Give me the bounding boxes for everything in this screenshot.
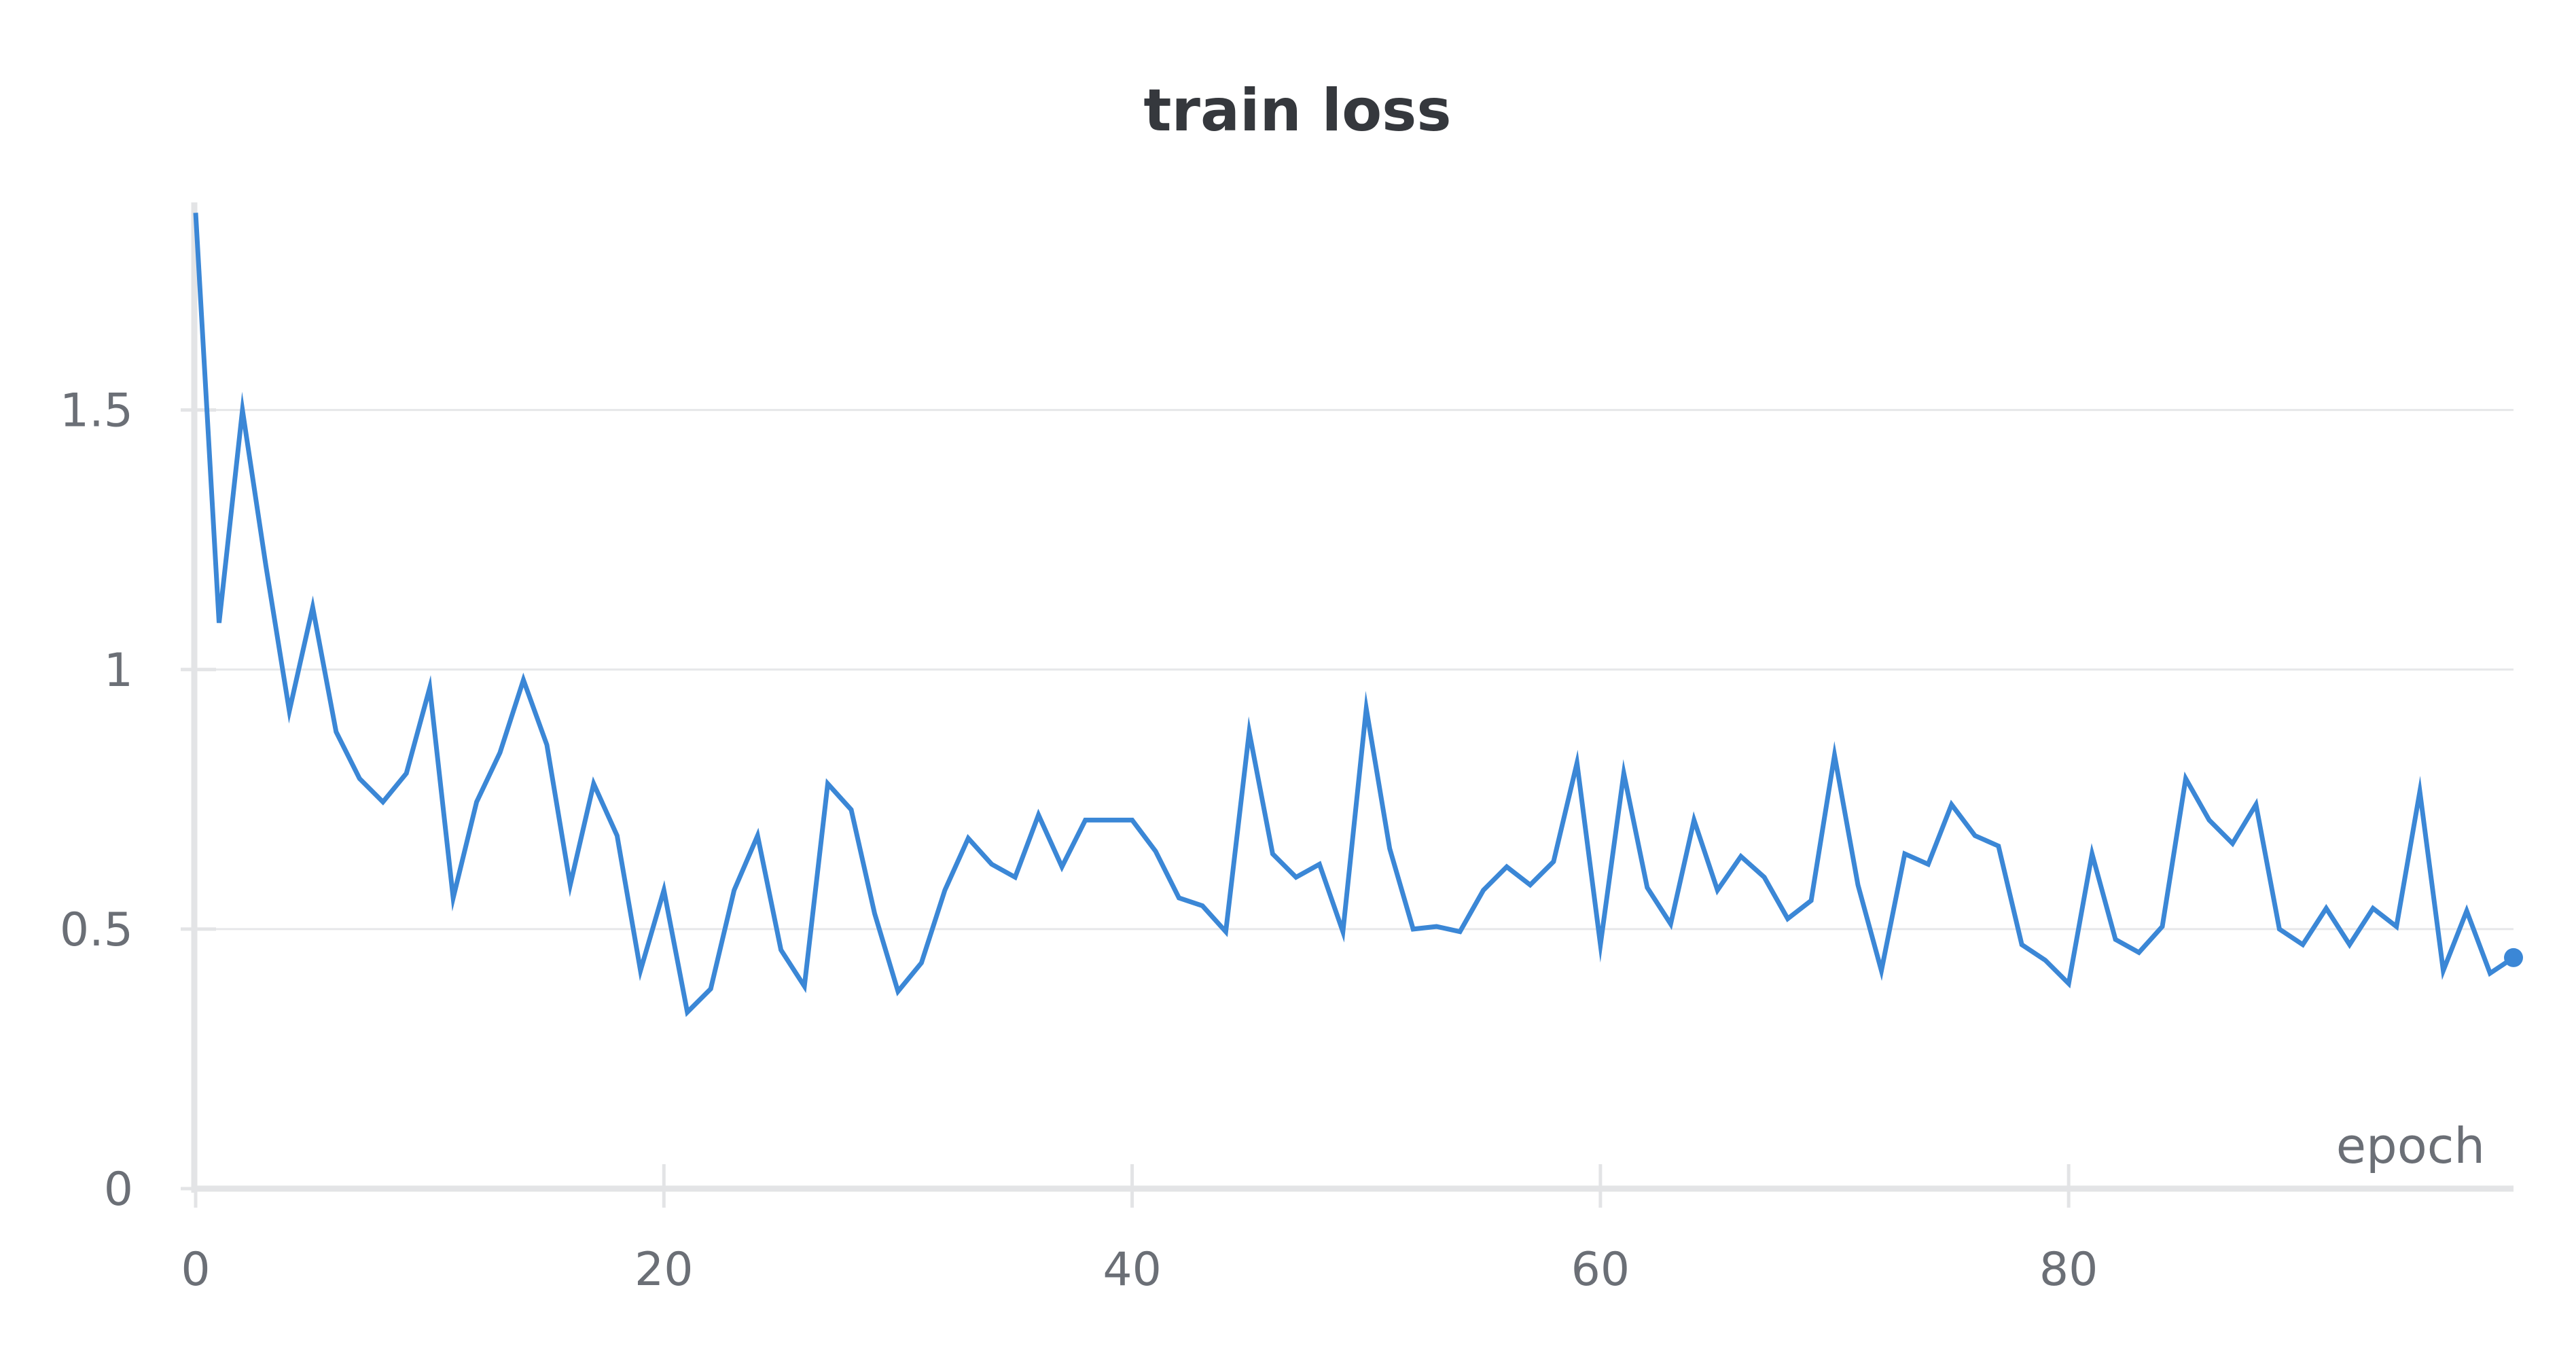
axes: [191, 202, 2514, 1193]
y-axis-ticks: 0 0.5 1 1.5: [60, 384, 216, 1216]
y-tick-label: 1.5: [60, 384, 133, 438]
grid-lines: [196, 409, 2514, 931]
x-tick-label: 20: [634, 1243, 694, 1297]
x-tick-label: 60: [1571, 1243, 1630, 1297]
x-tick-label: 80: [2039, 1243, 2098, 1297]
x-tick-label: 0: [181, 1243, 210, 1297]
series-last-point: [2504, 948, 2523, 967]
chart-title: train loss: [1143, 77, 1451, 145]
x-tick-label: 40: [1103, 1243, 1162, 1297]
y-tick-label: 0: [104, 1163, 133, 1216]
series-layer: [193, 213, 2523, 1017]
x-axis-label: epoch: [2336, 1117, 2485, 1174]
series-line: [193, 213, 2515, 1017]
x-axis-ticks: 0 20 40 60 80: [181, 1164, 2098, 1297]
y-tick-label: 0.5: [60, 903, 133, 957]
y-tick-label: 1: [104, 644, 133, 698]
